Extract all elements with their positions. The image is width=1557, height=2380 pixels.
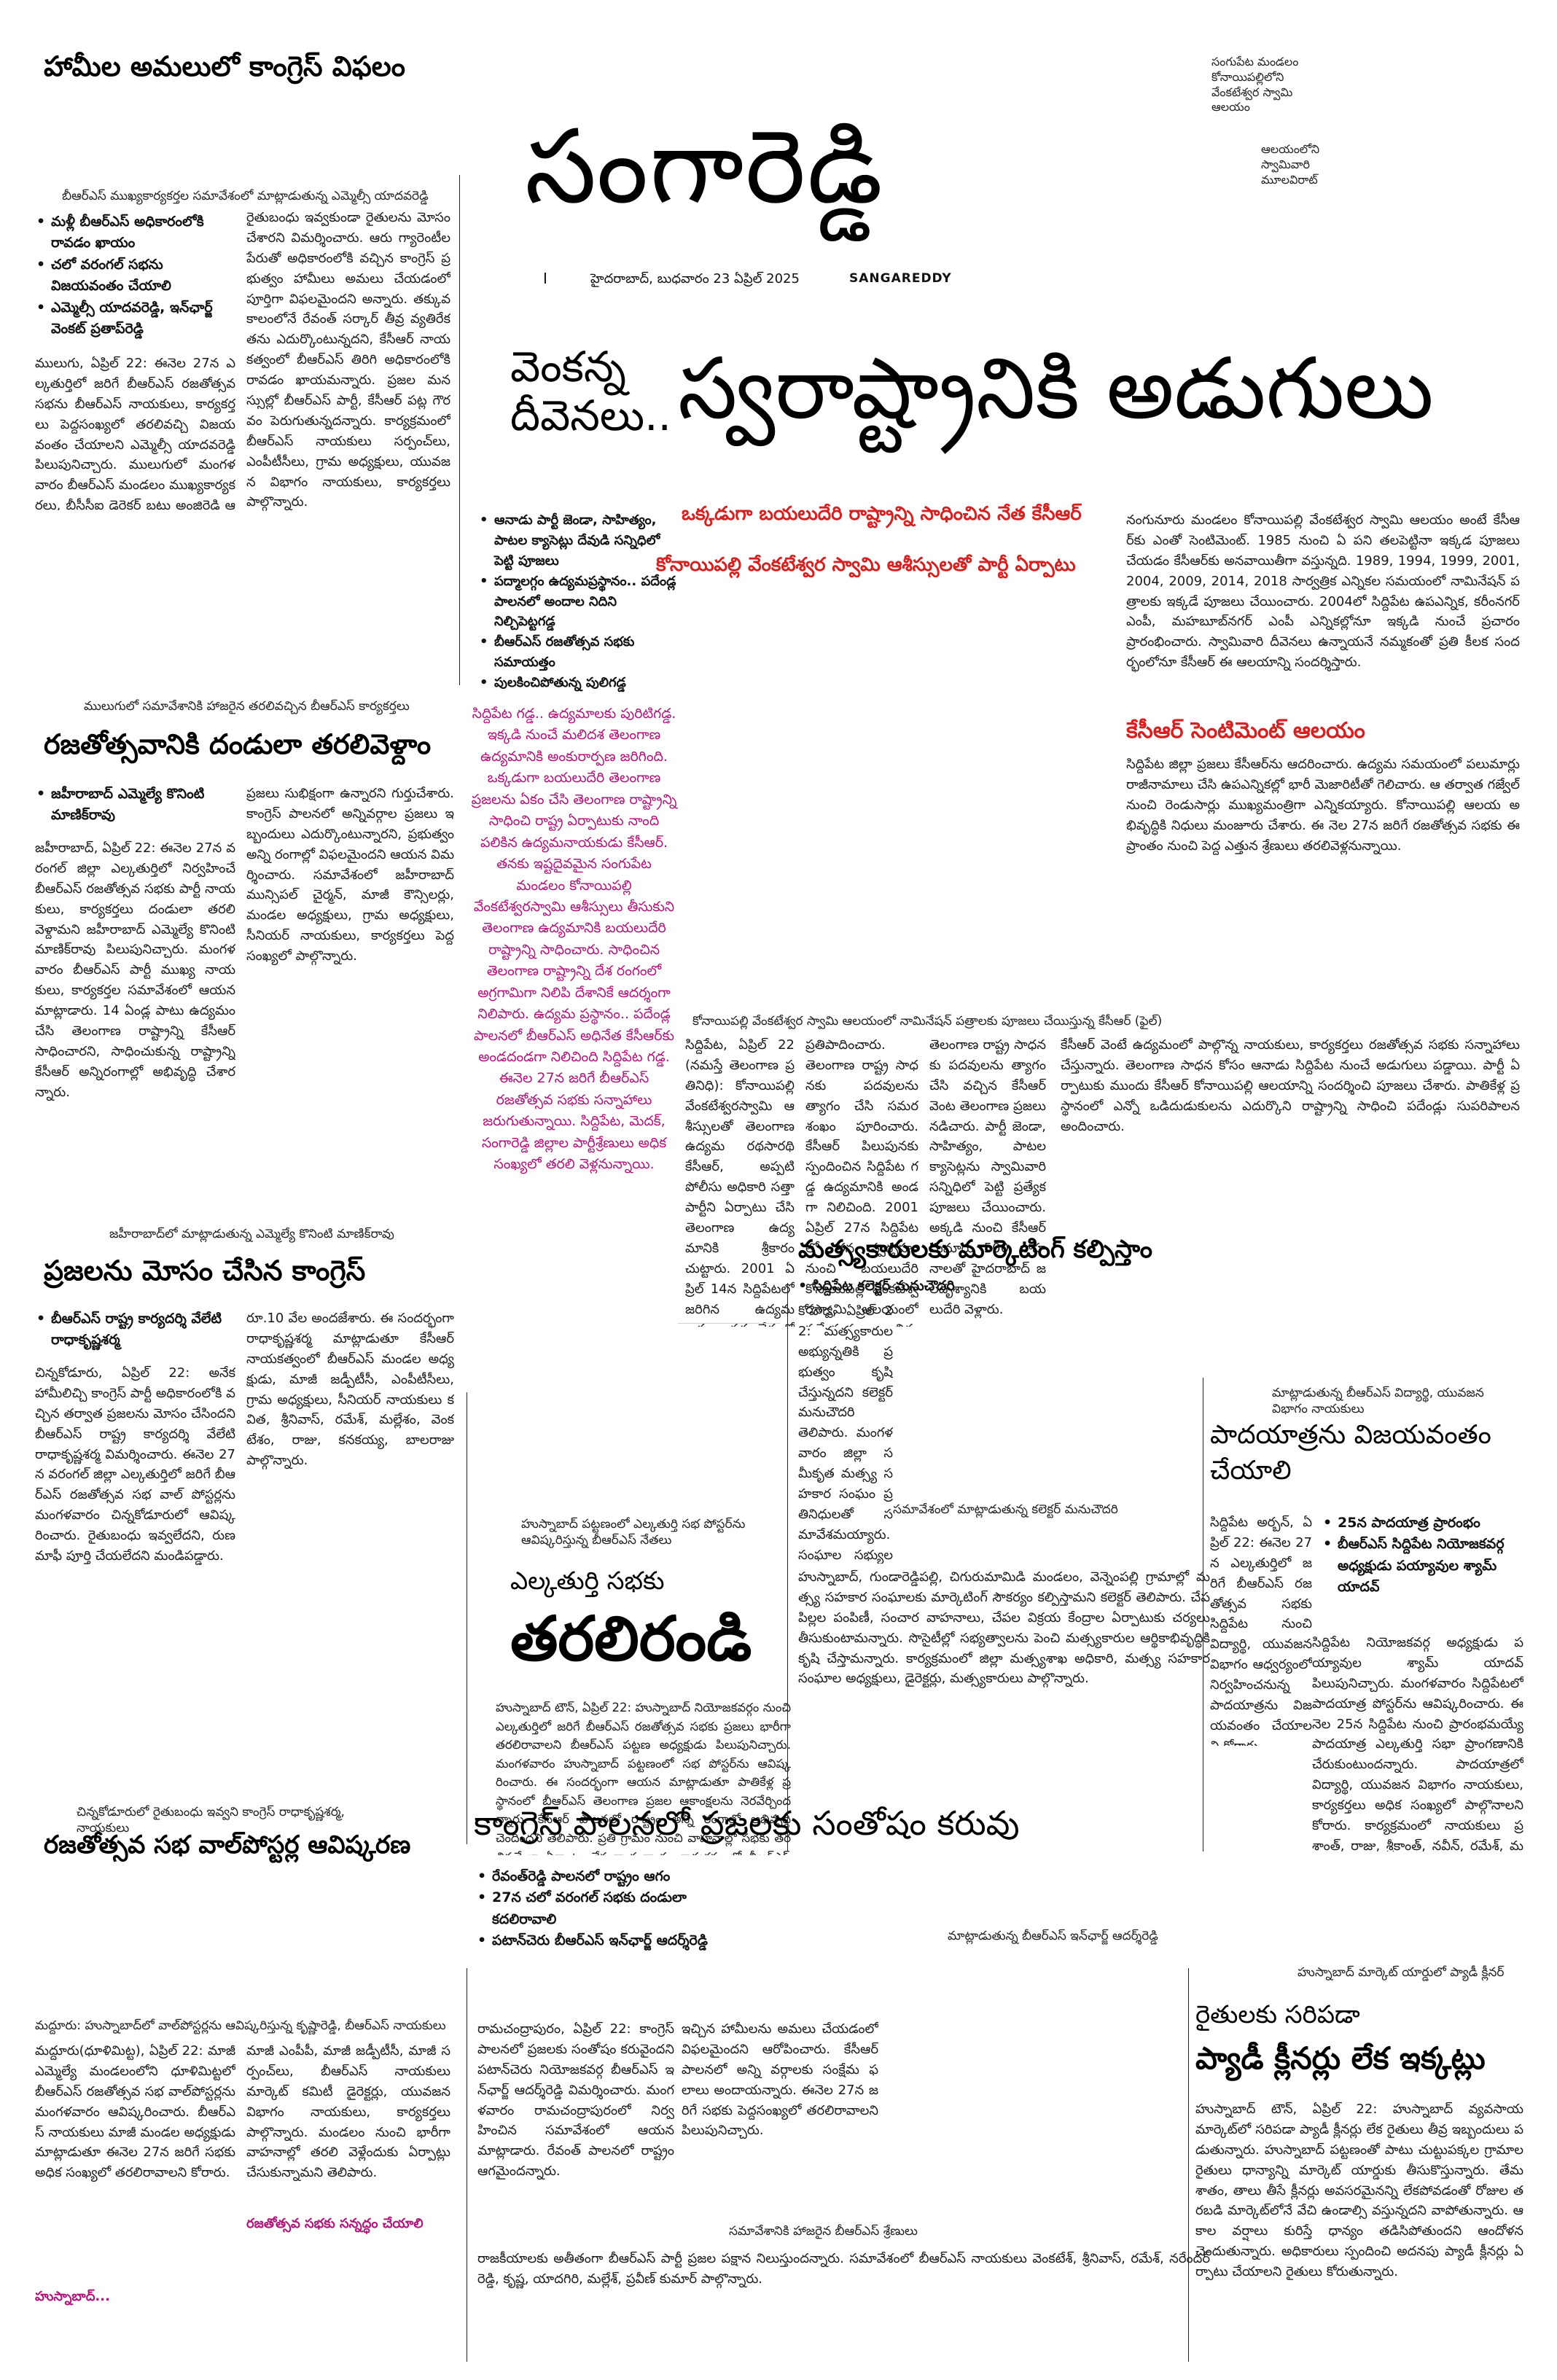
article-column: ములుగు, ఏప్రిల్ 22: ఈనెల 27న ఎల్కతుర్తిల…: [35, 356, 235, 510]
bullet-item: పద్మాలగ్గం ఉద్యమప్రస్థానం.. పదేండ్ల పాలన…: [480, 571, 676, 633]
masthead: సంగారెడ్డి: [525, 117, 933, 277]
bullet-item: బీఆర్ఎస్ సిద్దిపేట నియోజకవర్గ అధ్యక్షుడు…: [1323, 1534, 1523, 1598]
bullet-list-lead: ఆనాడు పార్టీ జెండా, సాహిత్యం, పాటల క్యాస…: [480, 510, 676, 693]
masthead-dateline: హైదరాబాద్, బుధవారం 23 ఏప్రిల్ 2025: [590, 271, 800, 286]
article-column: హుస్నాబాద్ టౌన్, ఏప్రిల్ 22: హుస్నాబాద్ …: [496, 1701, 791, 1855]
bullet-item: సిద్దిపేట కలెక్టర్ మనుచౌదరి: [798, 1276, 1104, 1298]
photo-caption-brs-cadre: సమావేశానికి హాజరైన బీఆర్ఎస్ శ్రేణులు: [729, 2224, 918, 2239]
bullet-list-padayatra: 25న పాదయాత్ర ప్రారంభం బీఆర్ఎస్ సిద్దిపేట…: [1323, 1513, 1523, 1599]
bullet-item: చలో వరంగల్ సభను విజయవంతం చేయాలి: [36, 254, 226, 297]
bullet-list-rally: జహీరాబాద్ ఎమ్మెల్యే కొనింటి మాణిక్‌రావు: [36, 784, 233, 827]
bullet-list-fishermen: సిద్దిపేట కలెక్టర్ మనుచౌదరి: [798, 1276, 1104, 1298]
photo-caption-students: మాట్లాడుతున్న బీఆర్ఎస్ విద్యార్థి, యువజన…: [1272, 1386, 1484, 1417]
article-column: కేసీఆర్ వెంటే ఉద్యమంలో పాల్గొన్న నాయకులు…: [1061, 1037, 1520, 1134]
article-column: సిద్దిపేట అర్బన్, ఏప్రిల్ 22: ఈనెల 27న ఎ…: [1210, 1515, 1312, 1746]
photo-caption-collector: సమావేశంలో మాట్లాడుతున్న కలెక్టర్ మనుచౌదర…: [893, 1502, 1118, 1517]
headline-wallposter: రజతోత్సవ సభ వాల్‌పోస్టర్ల ఆవిష్కరణ: [44, 1830, 411, 1860]
bullet-item: బీఆర్ఎస్ రాష్ట్ర కార్యదర్శి వేలేటి రాధాక…: [36, 1308, 233, 1351]
photo-caption-zaheerabad: జహీరాబాద్‌లో మాట్లాడుతున్న ఎమ్మెల్యే కొన…: [109, 1227, 394, 1241]
photo-caption-adarsh-reddy: మాట్లాడుతున్న బీఆర్ఎస్ ఇన్‌ఛార్జ్ ఆదర్శ్…: [948, 1929, 1158, 1943]
bullet-item: 27న చలో వరంగల్ సభకు దండులా కదలిరావాలి: [477, 1887, 725, 1930]
kicker-paddy: రైతులకు సరిపడా: [1195, 2000, 1360, 2029]
article-column: రూ.10 వేల అందజేశారు. ఈ సందర్భంగా రాధాకృష…: [246, 1311, 454, 1469]
column-divider: [1188, 1968, 1189, 2362]
photo-caption-brs-meeting: బీఆర్ఎస్ ముఖ్యకార్యకర్తల సమావేశంలో మాట్ల…: [62, 189, 429, 203]
wallposter-magenta-subhead-2: హుస్నాబాద్...: [35, 2289, 110, 2304]
photo-caption-madduru: మద్దూరు: హుస్నాబాద్‌లో వాల్‌పోస్టర్లను ఆ…: [35, 2018, 446, 2033]
lead-subhead-1: ఒక్కడుగా బయలుదేరి రాష్ట్రాన్ని సాధించిన …: [682, 503, 1082, 525]
masthead-title: సంగారెడ్డి: [525, 108, 884, 227]
headline-elkathurthi-big: తరలిరండి: [510, 1603, 752, 1674]
column-divider: [787, 1283, 788, 1852]
headline-congress-failure: హామీల అమలులో కాంగ్రెస్ విఫలం: [44, 50, 405, 82]
lead-intro-box: సిద్దిపేట గడ్డ.. ఉద్యమాలకు పురిటిగడ్డ. ఇ…: [471, 706, 677, 1173]
temple-caption: సంగుపేట మండలం కోనాయిపల్లిలోని వేంకటేశ్వర…: [1211, 55, 1299, 114]
lead-headline: స్వరాష్ట్రానికి అడుగులు: [678, 340, 1434, 438]
article-column: మాజీ ఎంపీపీ, మాజీ జడ్పీటీసీ, మాజీ సర్పంచ…: [246, 2043, 450, 2181]
bullet-item: 25న పాదయాత్ర ప్రారంభం: [1323, 1513, 1523, 1534]
article-column: సిద్దిపేట జిల్లా ప్రజలు కేసీఆర్‌ను ఆదరిం…: [1126, 757, 1520, 854]
article-column: జహీరాబాద్, ఏప్రిల్ 22: ఈనెల 27న వరంగల్ జ…: [35, 840, 235, 1100]
headline-rally: రజతోత్సవానికి దండులా తరలివెళ్దాం: [44, 728, 432, 760]
bullet-item: పులకించిపోతున్న పులిగడ్డ: [480, 673, 676, 693]
article-column: నంగునూరు మండలం కోనాయిపల్లి వేంకటేశ్వర స్…: [1126, 512, 1520, 671]
article-column: ఇచ్చిన హామీలను అమలు చేయడంలో విఫలమైందని ఆ…: [682, 2021, 878, 2139]
bullet-item: జహీరాబాద్ ఎమ్మెల్యే కొనింటి మాణిక్‌రావు: [36, 784, 233, 827]
article-column: ప్రతిపాదించారు. తెలంగాణ రాష్ట్ర సాధనకు ప…: [805, 1037, 918, 1327]
headline-happiness: కాంగ్రెస్ పాలనలో ప్రజలకు సంతోషం కరువు: [474, 1803, 1020, 1843]
bullet-item: బీఆర్ఎస్ రజతోత్సవ సభకు సమాయత్తం: [480, 632, 676, 673]
article-column: సిద్దిపేట, ఏప్రిల్ 22 (నమస్తే తెలంగాణ ప్…: [685, 1037, 795, 1327]
article-column: చిన్నకోడూరు, ఏప్రిల్ 22: అనేక హామీలిచ్చి…: [35, 1365, 235, 1564]
lead-subhead-2: కోనాయిపల్లి వేంకటేశ్వర స్వామి ఆశీస్సులతో…: [656, 554, 1076, 576]
bullet-item: పటాన్‌చెరు బీఆర్ఎస్ ఇన్‌ఛార్జ్ ఆదర్శ్‌రె…: [477, 1930, 725, 1952]
article-column: రామచంద్రాపురం, ఏప్రిల్ 22: కాంగ్రెస్ పాల…: [477, 2021, 674, 2180]
photo-caption-mulugu: ములుగులో సమావేశానికి హాజరైన తరలివచ్చిన బ…: [84, 699, 410, 714]
article-column: హుస్నాబాద్, గుండారెడ్డిపల్లి, చిగురుమామి…: [798, 1569, 1210, 1687]
wallposter-magenta-subhead: రజతోత్సవ సభకు సన్నద్ధం చేయాలి: [246, 2216, 424, 2231]
article-column: రాజకీయాలకు అతీతంగా బీఆర్ఎస్ పార్టీ ప్రజల…: [477, 2251, 1210, 2287]
photo-caption-paddy-cleaner: హుస్నాబాద్ మార్కెట్ యార్డులో ప్యాడీ క్లీ…: [1298, 1965, 1505, 1980]
bullet-list-deception: బీఆర్ఎస్ రాష్ట్ర కార్యదర్శి వేలేటి రాధాక…: [36, 1308, 233, 1351]
photo-caption-chinnakodur: చిన్నకోడూరులో రైతుబంధు ఇవ్వని కాంగ్రెస్ …: [77, 1805, 345, 1836]
bullet-list-congress-failure: మళ్లీ బీఆర్ఎస్ అధికారంలోకి రావడం ఖాయం చల…: [36, 211, 226, 340]
article-column: హుస్నాబాద్ టౌన్, ఏప్రిల్ 22: హుస్నాబాద్ …: [1195, 2102, 1523, 2280]
headline-deception: ప్రజలను మోసం చేసిన కాంగ్రెస్: [44, 1255, 366, 1287]
masthead-edition: SANGAREDDY: [849, 271, 952, 286]
photo-caption-husnabad-poster: హుస్నాబాద్ పట్టణంలో ఎల్కతుర్తి సభ పోస్టర…: [521, 1517, 746, 1548]
headline-elkathurthi-small: ఎల్కతుర్తి సభకు: [510, 1566, 665, 1596]
lead-kicker: వెంకన్న దీవెనలు..: [510, 342, 671, 440]
bullet-item: మళ్లీ బీఆర్ఎస్ అధికారంలోకి రావడం ఖాయం: [36, 211, 226, 254]
bullet-item: ఎమ్మెల్సీ యాదవరెడ్డి, ఇన్‌ఛార్జ్ వెంకట్ …: [36, 297, 226, 340]
article-column: సిద్దిపేట నియోజకవర్గ అధ్యక్షుడు పయ్యావుల…: [1312, 1635, 1523, 1852]
article-column: ప్రజలు సుభిక్షంగా ఉన్నారని గుర్తుచేశారు.…: [246, 786, 454, 964]
headline-fishermen: మత్స్యకారులకు మార్కెటింగ్ కల్పిస్తాం: [798, 1235, 1152, 1264]
masthead-page-marker: I: [543, 270, 547, 287]
headline-paddy: ప్యాడీ క్లీనర్లు లేక ఇక్కట్లు: [1195, 2040, 1486, 2076]
bullet-list-happiness: రేవంత్‌రెడ్డి పాలనలో రాష్ట్రం ఆగం 27న చల…: [477, 1866, 725, 1952]
article-column: రైతుబంధు ఇవ్వకుండా రైతులను మోసం చేశారని …: [246, 210, 450, 510]
idol-caption: ఆలయంలోని స్వామివారి మూలవిరాట్: [1261, 142, 1320, 187]
bullet-item: రేవంత్‌రెడ్డి పాలనలో రాష్ట్రం ఆగం: [477, 1866, 725, 1888]
photo-caption-kcr-nomination: కోనాయిపల్లి వేంకటేశ్వర స్వామి ఆలయంలో నామ…: [692, 1014, 1163, 1029]
headline-padayatra: పాదయాత్రను విజయవంతం చేయాలి: [1210, 1420, 1491, 1486]
article-column: మద్దూరు(ధూళిమిట్ట), ఏప్రిల్ 22: మాజీ ఎమ్…: [35, 2043, 235, 2181]
lead-subhead-sentiment: కేసీఆర్ సెంటిమెంట్ ఆలయం: [1126, 718, 1365, 744]
article-column: కోహెడ, ఏప్రిల్ 22: మత్స్యకారుల అభ్యున్నత…: [798, 1303, 893, 1563]
bullet-item: ఆనాడు పార్టీ జెండా, సాహిత్యం, పాటల క్యాస…: [480, 510, 676, 571]
horizontal-rule: [678, 1323, 780, 1324]
column-divider: [459, 175, 460, 685]
